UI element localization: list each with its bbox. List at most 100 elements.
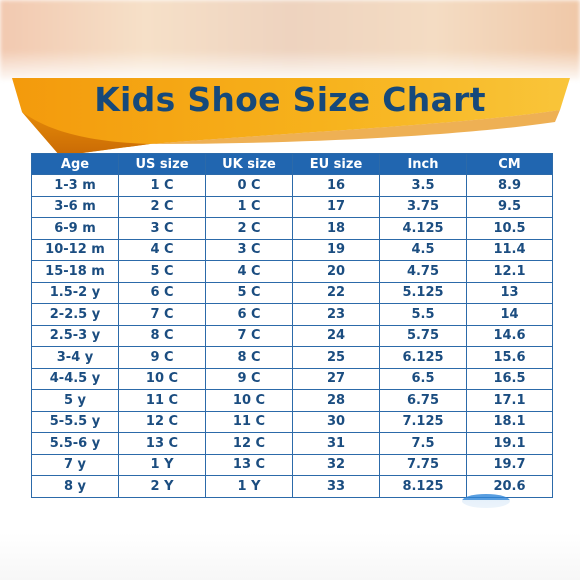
cell-age: 15-18 m bbox=[31, 260, 119, 283]
cell-cm: 12.1 bbox=[466, 260, 553, 283]
cell-inch: 6.75 bbox=[379, 389, 467, 412]
cell-age: 5 y bbox=[31, 389, 119, 412]
cell-cm: 20.6 bbox=[466, 475, 553, 498]
cell-eu-size: 25 bbox=[292, 346, 380, 369]
table-row: 4-4.5 y 10 C 9 C 27 6.5 16.5 bbox=[31, 367, 553, 390]
table-row: 1-3 m 1 C 0 C 16 3.5 8.9 bbox=[31, 174, 553, 197]
cell-eu-size: 24 bbox=[292, 324, 380, 347]
cell-uk-size: 11 C bbox=[205, 410, 293, 433]
cell-uk-size: 9 C bbox=[205, 367, 293, 390]
cell-us-size: 11 C bbox=[118, 389, 206, 412]
cell-inch: 4.75 bbox=[379, 260, 467, 283]
header-cm: CM bbox=[466, 153, 553, 175]
shoe-size-table: Age US size UK size EU size Inch CM 1-3 … bbox=[31, 153, 553, 498]
cell-inch: 3.75 bbox=[379, 195, 467, 218]
cell-age: 3-4 y bbox=[31, 346, 119, 369]
cell-eu-size: 16 bbox=[292, 174, 380, 197]
table-row: 5.5-6 y 13 C 12 C 31 7.5 19.1 bbox=[31, 432, 553, 455]
cell-age: 10-12 m bbox=[31, 238, 119, 261]
cell-uk-size: 1 Y bbox=[205, 475, 293, 498]
table-row: 3-4 y 9 C 8 C 25 6.125 15.6 bbox=[31, 346, 553, 369]
cell-cm: 19.1 bbox=[466, 432, 553, 455]
table-row: 3-6 m 2 C 1 C 17 3.75 9.5 bbox=[31, 195, 553, 218]
cell-uk-size: 7 C bbox=[205, 324, 293, 347]
header-age: Age bbox=[31, 153, 119, 175]
cell-cm: 17.1 bbox=[466, 389, 553, 412]
cell-uk-size: 1 C bbox=[205, 195, 293, 218]
cell-us-size: 2 Y bbox=[118, 475, 206, 498]
cell-inch: 5.125 bbox=[379, 281, 467, 304]
cell-us-size: 10 C bbox=[118, 367, 206, 390]
cell-eu-size: 32 bbox=[292, 453, 380, 476]
cell-us-size: 4 C bbox=[118, 238, 206, 261]
cell-inch: 8.125 bbox=[379, 475, 467, 498]
cell-us-size: 5 C bbox=[118, 260, 206, 283]
table-row: 15-18 m 5 C 4 C 20 4.75 12.1 bbox=[31, 260, 553, 283]
cell-cm: 9.5 bbox=[466, 195, 553, 218]
cell-uk-size: 13 C bbox=[205, 453, 293, 476]
table-row: 1.5-2 y 6 C 5 C 22 5.125 13 bbox=[31, 281, 553, 304]
header-us-size: US size bbox=[118, 153, 206, 175]
cell-us-size: 1 Y bbox=[118, 453, 206, 476]
cell-cm: 11.4 bbox=[466, 238, 553, 261]
cell-eu-size: 20 bbox=[292, 260, 380, 283]
cell-uk-size: 0 C bbox=[205, 174, 293, 197]
cell-uk-size: 2 C bbox=[205, 217, 293, 240]
cell-uk-size: 8 C bbox=[205, 346, 293, 369]
cell-cm: 8.9 bbox=[466, 174, 553, 197]
cell-eu-size: 28 bbox=[292, 389, 380, 412]
cell-uk-size: 6 C bbox=[205, 303, 293, 326]
cell-cm: 16.5 bbox=[466, 367, 553, 390]
table-header-row: Age US size UK size EU size Inch CM bbox=[31, 153, 553, 175]
cell-uk-size: 4 C bbox=[205, 260, 293, 283]
cell-age: 2-2.5 y bbox=[31, 303, 119, 326]
cell-eu-size: 18 bbox=[292, 217, 380, 240]
table-row: 8 y 2 Y 1 Y 33 8.125 20.6 bbox=[31, 475, 553, 498]
table-row: 5-5.5 y 12 C 11 C 30 7.125 18.1 bbox=[31, 410, 553, 433]
table-row: 2-2.5 y 7 C 6 C 23 5.5 14 bbox=[31, 303, 553, 326]
cell-uk-size: 3 C bbox=[205, 238, 293, 261]
cell-age: 3-6 m bbox=[31, 195, 119, 218]
cell-inch: 5.75 bbox=[379, 324, 467, 347]
cell-eu-size: 19 bbox=[292, 238, 380, 261]
cell-age: 1.5-2 y bbox=[31, 281, 119, 304]
cell-age: 6-9 m bbox=[31, 217, 119, 240]
cell-cm: 14 bbox=[466, 303, 553, 326]
table-row: 5 y 11 C 10 C 28 6.75 17.1 bbox=[31, 389, 553, 412]
cell-us-size: 12 C bbox=[118, 410, 206, 433]
cell-eu-size: 17 bbox=[292, 195, 380, 218]
cell-us-size: 7 C bbox=[118, 303, 206, 326]
cell-inch: 4.125 bbox=[379, 217, 467, 240]
table-row: 10-12 m 4 C 3 C 19 4.5 11.4 bbox=[31, 238, 553, 261]
cell-us-size: 1 C bbox=[118, 174, 206, 197]
blurred-background-top bbox=[0, 0, 580, 80]
orange-ribbon-graphic bbox=[12, 78, 570, 156]
cell-us-size: 9 C bbox=[118, 346, 206, 369]
cell-eu-size: 22 bbox=[292, 281, 380, 304]
cell-inch: 3.5 bbox=[379, 174, 467, 197]
cell-age: 4-4.5 y bbox=[31, 367, 119, 390]
cell-eu-size: 23 bbox=[292, 303, 380, 326]
cell-age: 5.5-6 y bbox=[31, 432, 119, 455]
cell-eu-size: 27 bbox=[292, 367, 380, 390]
cell-cm: 13 bbox=[466, 281, 553, 304]
cell-us-size: 2 C bbox=[118, 195, 206, 218]
cell-age: 1-3 m bbox=[31, 174, 119, 197]
cell-us-size: 13 C bbox=[118, 432, 206, 455]
table-row: 6-9 m 3 C 2 C 18 4.125 10.5 bbox=[31, 217, 553, 240]
cell-uk-size: 12 C bbox=[205, 432, 293, 455]
cell-age: 8 y bbox=[31, 475, 119, 498]
cell-inch: 6.5 bbox=[379, 367, 467, 390]
header-eu-size: EU size bbox=[292, 153, 380, 175]
blurred-background-bottom bbox=[0, 500, 580, 580]
cell-cm: 15.6 bbox=[466, 346, 553, 369]
cell-uk-size: 5 C bbox=[205, 281, 293, 304]
cell-eu-size: 31 bbox=[292, 432, 380, 455]
table-row: 7 y 1 Y 13 C 32 7.75 19.7 bbox=[31, 453, 553, 476]
cell-inch: 4.5 bbox=[379, 238, 467, 261]
cell-age: 5-5.5 y bbox=[31, 410, 119, 433]
cell-cm: 19.7 bbox=[466, 453, 553, 476]
table-row: 2.5-3 y 8 C 7 C 24 5.75 14.6 bbox=[31, 324, 553, 347]
cell-age: 2.5-3 y bbox=[31, 324, 119, 347]
title-banner: Kids Shoe Size Chart bbox=[0, 72, 580, 162]
